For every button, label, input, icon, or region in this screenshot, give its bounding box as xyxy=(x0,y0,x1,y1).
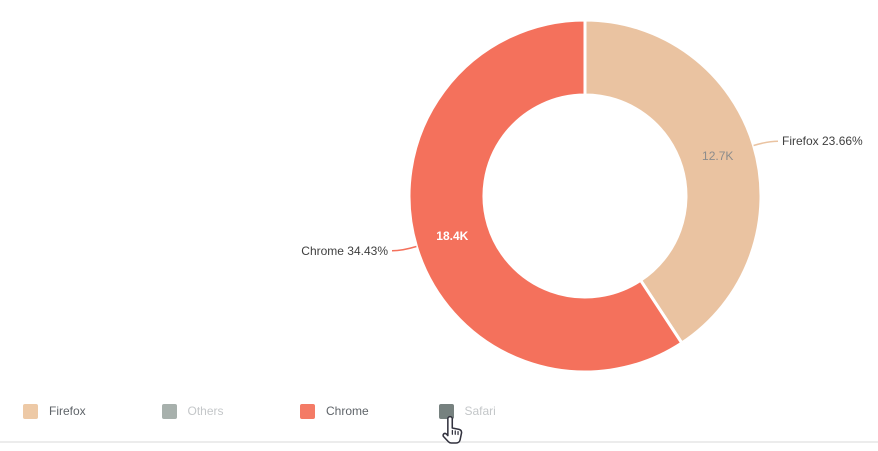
legend-item-others[interactable]: Others xyxy=(161,404,301,419)
legend-label-safari: Safari xyxy=(464,404,496,418)
legend-label-firefox: Firefox xyxy=(49,404,86,418)
callout-label-chrome: Chrome 34.43% xyxy=(301,244,388,258)
callout-label-firefox: Firefox 23.66% xyxy=(782,134,863,148)
legend-item-firefox[interactable]: Firefox xyxy=(23,404,162,419)
legend-swatch-others xyxy=(161,404,177,419)
bottom-divider xyxy=(0,441,878,443)
callout-line-firefox xyxy=(753,140,779,147)
legend-swatch-safari xyxy=(438,404,454,419)
inside-label-firefox: 12.7K xyxy=(702,149,733,163)
legend-item-chrome[interactable]: Chrome xyxy=(300,404,439,419)
callout-line-chrome xyxy=(391,245,417,252)
inside-label-chrome: 18.4K xyxy=(436,229,468,243)
slice-chrome[interactable] xyxy=(407,18,684,374)
slice-firefox[interactable] xyxy=(583,18,763,345)
legend-label-others: Others xyxy=(187,404,224,418)
legend-swatch-chrome xyxy=(300,404,315,419)
legend-item-safari[interactable]: Safari xyxy=(438,404,496,419)
legend: Firefox Others Chrome Safari xyxy=(23,404,496,419)
legend-swatch-firefox xyxy=(23,404,38,419)
legend-label-chrome: Chrome xyxy=(326,404,369,418)
